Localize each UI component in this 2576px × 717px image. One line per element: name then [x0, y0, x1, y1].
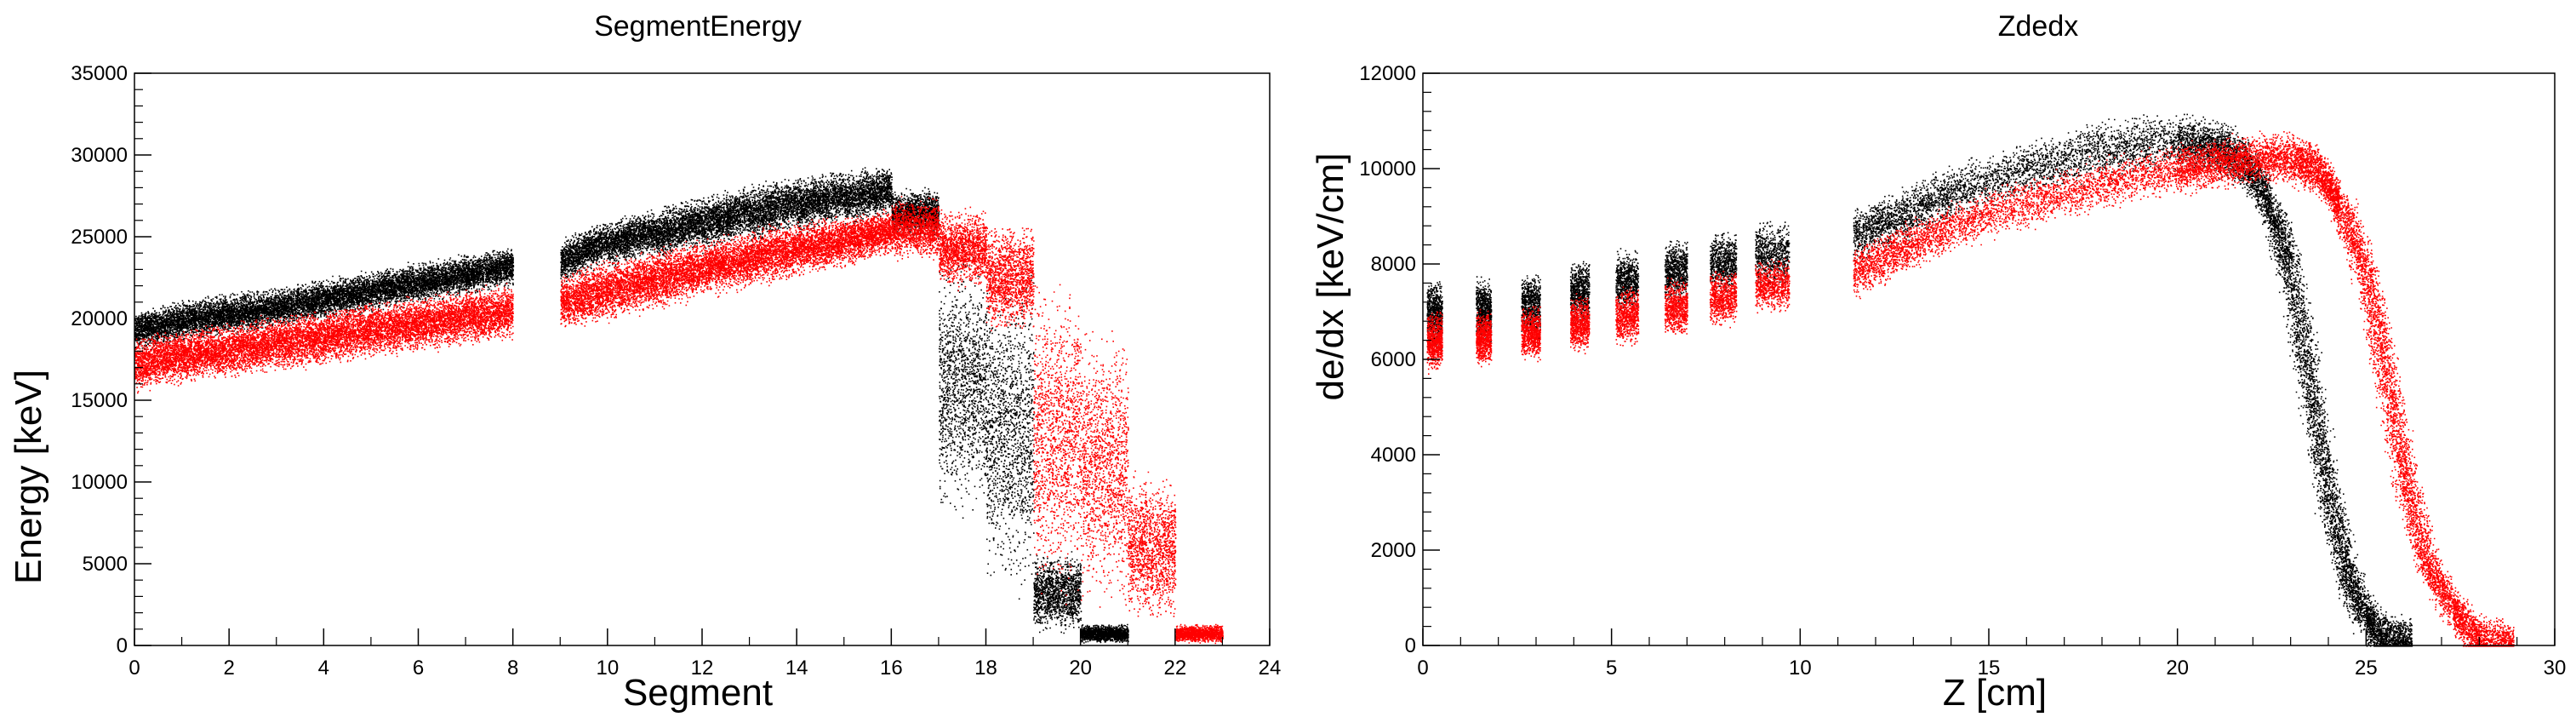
axes [134, 72, 1271, 646]
y-tick-label: 10000 [71, 471, 128, 494]
x-tick-label: 5 [1606, 657, 1617, 680]
y-tick-label: 20000 [71, 307, 128, 330]
tick-labels: 0 5 10 15 20 25 30 0 2000 4000 6000 8000 10000 12000 [1359, 62, 2566, 680]
x-tick-label: 15 [1978, 657, 2001, 680]
y-tick-label: 35000 [71, 62, 128, 85]
x-axis-label: Segment [623, 672, 773, 714]
series-0-points [134, 167, 1129, 644]
x-tick-label: 0 [129, 657, 140, 680]
y-tick-label: 12000 [1359, 62, 1416, 85]
y-tick-label: 2000 [1371, 539, 1416, 562]
x-tick-label: 25 [2355, 657, 2378, 680]
y-tick-label: 6000 [1371, 348, 1416, 371]
series-0-points [1426, 113, 2413, 647]
y-tick-label: 10000 [1359, 158, 1416, 181]
x-tick-label: 16 [880, 657, 903, 680]
chart-title: SegmentEnergy [594, 10, 802, 43]
axes [1422, 72, 2556, 646]
y-axis-label: de/dx [keV/cm] [1310, 152, 1351, 400]
y-tick-label: 15000 [71, 389, 128, 412]
segment-energy-chart: SegmentEnergy 0 2 4 6 8 10 12 14 16 18 20 22 2405000… [8, 10, 1281, 714]
y-tick-label: 5000 [83, 553, 128, 576]
x-tick-label: 30 [2544, 657, 2567, 680]
x-tick-label: 10 [596, 657, 619, 680]
y-tick-label: 8000 [1371, 253, 1416, 276]
y-tick-label: 30000 [71, 144, 128, 167]
x-tick-label: 14 [785, 657, 808, 680]
scatter-points [134, 167, 1224, 645]
y-tick-label: 0 [117, 634, 128, 657]
x-tick-label: 20 [1069, 657, 1092, 680]
x-tick-label: 4 [318, 657, 329, 680]
x-tick-label: 8 [507, 657, 518, 680]
x-tick-label: 12 [691, 657, 714, 680]
x-axis-label: Z [cm] [1943, 672, 2047, 714]
x-tick-label: 18 [974, 657, 997, 680]
y-axis-label: Energy [keV] [8, 370, 49, 584]
x-tick-label: 6 [413, 657, 424, 680]
series-1-points [134, 196, 1224, 645]
zdedx-chart: Zdedx 0 5 10 15 20 25 30 0 2000 4000 6000 8000 10000… [1310, 10, 2566, 714]
scatter-points [1426, 113, 2515, 647]
y-tick-label: 0 [1405, 634, 1416, 657]
tick-labels: 0 2 4 6 8 10 12 14 16 18 20 22 240500010000150002000… [71, 62, 1281, 680]
x-tick-label: 22 [1163, 657, 1186, 680]
x-tick-label: 10 [1789, 657, 1812, 680]
x-tick-label: 2 [223, 657, 234, 680]
chart-title: Zdedx [1998, 10, 2079, 43]
y-tick-label: 4000 [1371, 444, 1416, 467]
x-tick-label: 0 [1417, 657, 1428, 680]
y-tick-label: 25000 [71, 226, 128, 249]
x-tick-label: 20 [2166, 657, 2189, 680]
x-tick-label: 24 [1259, 657, 1282, 680]
